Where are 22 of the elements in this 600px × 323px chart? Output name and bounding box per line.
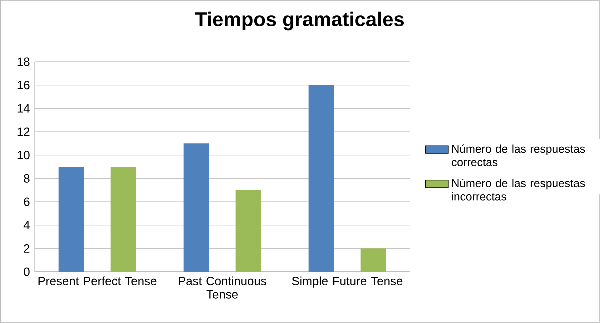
- bar: [236, 190, 262, 272]
- bar: [110, 166, 136, 272]
- x-tick-label: Past Continuous Tense: [179, 276, 266, 299]
- bar: [58, 166, 84, 272]
- x-tick-label: Simple Future Tense: [292, 276, 403, 288]
- y-tick-label: 8: [24, 174, 30, 183]
- legend-label: Número de las respuestas correctas: [452, 144, 586, 166]
- y-tick-label: 0: [24, 268, 30, 276]
- y-tick-label: 16: [18, 81, 30, 90]
- bar: [308, 85, 334, 272]
- y-tick-label: 10: [18, 151, 30, 160]
- bar: [184, 144, 210, 272]
- x-tick-label: Present Perfect Tense: [38, 276, 157, 286]
- y-tick-label: 6: [24, 198, 30, 206]
- chart-title: Tiempos gramaticales: [195, 12, 404, 31]
- y-tick-label: 14: [18, 104, 30, 113]
- y-tick-label: 4: [24, 221, 30, 230]
- y-tick-label: 2: [24, 244, 30, 253]
- legend-label: Número de las respuestas incorrectas: [452, 178, 586, 201]
- bar: [360, 248, 386, 272]
- y-tick-label: 12: [18, 128, 30, 136]
- y-tick-label: 18: [18, 58, 30, 66]
